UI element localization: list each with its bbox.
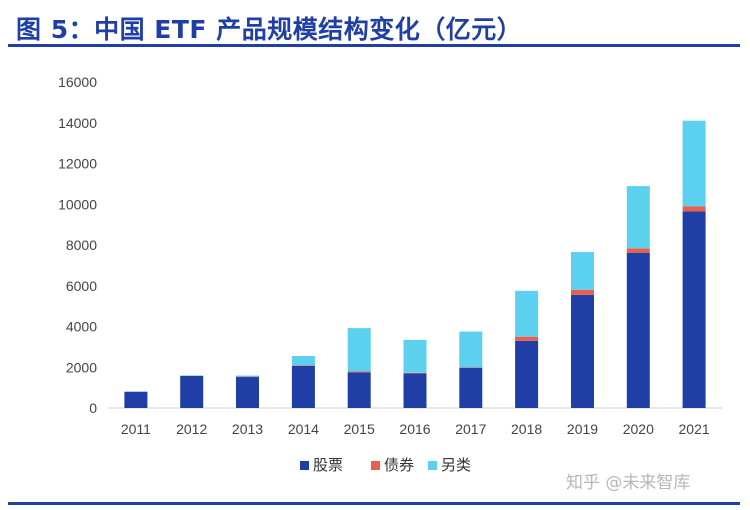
bar-segment-other xyxy=(682,120,706,207)
x-tick-label: 2013 xyxy=(232,421,263,437)
bars xyxy=(124,120,706,408)
bar-segment-other xyxy=(515,290,539,337)
bar-segment-stock xyxy=(180,375,204,408)
bar-segment-stock xyxy=(403,373,427,408)
legend-label: 债券 xyxy=(384,456,414,474)
bar-segment-stock xyxy=(347,372,371,408)
bar-segment-other xyxy=(626,186,650,249)
x-axis-ticks: 2011 2012 2013 2014 2015 2016 2017 2018 2019 2020… xyxy=(121,421,710,437)
bar-segment-stock xyxy=(571,294,594,408)
x-tick-label: 2011 xyxy=(121,421,151,437)
bar-segment-other xyxy=(236,375,259,377)
y-tick-label: 10000 xyxy=(58,196,97,212)
bar-segment-bond xyxy=(403,372,427,374)
x-tick-label: 2012 xyxy=(176,421,207,437)
bar-segment-stock xyxy=(124,391,148,408)
bar-segment-bond xyxy=(291,365,315,366)
y-tick-label: 6000 xyxy=(66,278,97,294)
x-tick-label: 2014 xyxy=(288,421,319,437)
bar-segment-other xyxy=(459,331,483,368)
x-tick-label: 2019 xyxy=(567,421,598,437)
bar-segment-stock xyxy=(515,340,539,408)
title-bar: 图 5：中国 ETF 产品规模结构变化（亿元） xyxy=(8,6,738,46)
bar-segment-bond xyxy=(515,336,539,341)
legend-swatch xyxy=(300,461,309,470)
bar-segment-other xyxy=(291,356,315,366)
bottom-divider xyxy=(8,502,740,505)
x-tick-label: 2021 xyxy=(679,421,710,437)
y-tick-label: 16000 xyxy=(58,74,97,90)
bar-segment-other xyxy=(347,328,371,372)
y-tick-label: 8000 xyxy=(66,237,97,253)
bar-segment-bond xyxy=(236,376,259,378)
bar-segment-bond xyxy=(682,206,706,212)
bar-segment-bond xyxy=(459,367,483,368)
legend-label: 另类 xyxy=(441,456,471,474)
legend-swatch xyxy=(371,461,380,470)
bar-segment-other xyxy=(180,375,204,376)
bar-segment-stock xyxy=(459,367,483,408)
bar-segment-other xyxy=(571,252,594,290)
legend: 股票 债券 另类 xyxy=(300,456,471,474)
bar-segment-stock xyxy=(236,377,259,408)
x-tick-label: 2017 xyxy=(455,421,486,437)
bar-segment-stock xyxy=(291,365,315,408)
y-tick-label: 14000 xyxy=(58,115,97,131)
y-tick-label: 2000 xyxy=(66,359,97,375)
x-tick-label: 2015 xyxy=(344,421,375,437)
x-tick-label: 2016 xyxy=(399,421,430,437)
bar-segment-other xyxy=(403,339,427,373)
page-title: 图 5：中国 ETF 产品规模结构变化（亿元） xyxy=(16,15,523,44)
legend-label: 股票 xyxy=(313,456,343,474)
bar-segment-bond xyxy=(347,371,371,373)
y-tick-label: 0 xyxy=(89,400,97,416)
bar-segment-bond xyxy=(571,289,594,295)
title-divider xyxy=(8,44,740,47)
x-tick-label: 2020 xyxy=(623,421,654,437)
watermark-text: 知乎 @未来智库 xyxy=(566,473,691,493)
bar-segment-stock xyxy=(626,252,650,408)
y-axis-ticks: 0 2000 4000 6000 8000 10000 12000 14000 16000 xyxy=(58,74,97,416)
y-tick-label: 4000 xyxy=(66,319,97,335)
bar-segment-bond xyxy=(626,248,650,253)
bar-segment-stock xyxy=(682,211,706,408)
x-tick-label: 2018 xyxy=(511,421,542,437)
y-tick-label: 12000 xyxy=(58,156,97,172)
legend-swatch xyxy=(428,461,437,470)
